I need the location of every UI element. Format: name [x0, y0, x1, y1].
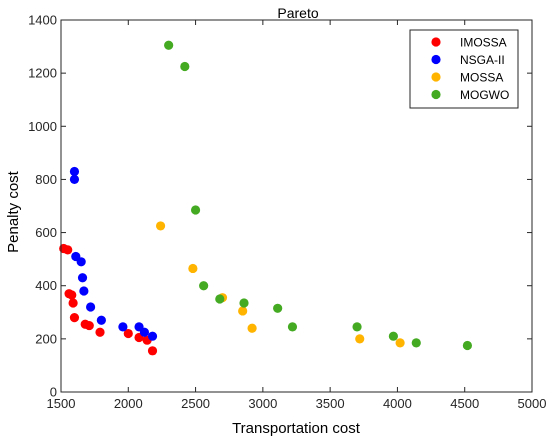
data-point-mossa: [355, 334, 365, 344]
series-mossa: [155, 221, 405, 348]
data-point-mogwo: [199, 281, 209, 291]
data-point-nsga-ii: [147, 331, 158, 341]
data-point-nsga-ii: [86, 302, 96, 312]
x-tick-label: 1500: [47, 396, 76, 411]
data-point-mogwo: [287, 322, 298, 332]
y-tick-label: 600: [35, 225, 57, 240]
data-point-nsga-ii: [79, 286, 89, 296]
data-point-imossa: [84, 320, 94, 331]
y-tick-label: 1000: [28, 119, 57, 134]
series-mogwo: [164, 40, 473, 351]
data-point-mogwo: [215, 294, 225, 304]
data-point-mogwo: [190, 205, 201, 215]
data-point-nsga-ii: [96, 315, 106, 325]
x-tick-label: 2500: [181, 396, 210, 411]
data-point-nsga-ii: [69, 174, 80, 185]
data-point-imossa: [67, 290, 77, 300]
chart-title: Pareto: [277, 5, 318, 21]
legend-label-mossa: MOSSA: [460, 71, 503, 85]
y-axis-title: Penalty cost: [5, 170, 22, 253]
data-point-nsga-ii: [139, 327, 150, 337]
plot-frame: [60, 19, 533, 393]
data-point-imossa: [68, 298, 78, 308]
data-point-mossa: [188, 263, 198, 274]
y-tick-label: 1400: [28, 13, 57, 28]
data-point-imossa: [123, 328, 133, 339]
data-point-mogwo: [411, 338, 421, 348]
data-point-mossa: [155, 221, 166, 231]
data-point-nsga-ii: [76, 257, 86, 267]
series-imossa: [59, 243, 158, 356]
y-tick-label: 0: [50, 385, 57, 400]
data-point-mogwo: [462, 340, 473, 351]
data-point-mogwo: [352, 322, 362, 332]
data-point-mossa: [395, 338, 405, 348]
legend: IMOSSA NSGA-II MOSSA MOGWO: [409, 29, 519, 109]
y-tick-label: 200: [35, 331, 57, 346]
data-point-mossa: [247, 323, 257, 333]
legend-label-mogwo: MOGWO: [460, 88, 509, 102]
x-tick-label: 5000: [518, 396, 547, 411]
legend-marker-mossa: [431, 72, 441, 82]
data-point-mogwo: [180, 61, 190, 72]
series-nsga-ii: [69, 166, 158, 341]
data-point-imossa: [69, 313, 80, 323]
data-point-mossa: [238, 306, 248, 316]
legend-marker-mogwo: [431, 89, 441, 100]
data-point-mogwo: [388, 331, 398, 341]
data-point-mogwo: [164, 40, 174, 50]
legend-marker-nsga-ii: [431, 54, 441, 65]
x-tick-label: 4000: [383, 396, 412, 411]
data-point-imossa: [147, 346, 158, 356]
data-point-nsga-ii: [77, 273, 88, 283]
y-tick-label: 400: [35, 278, 57, 293]
legend-marker-imossa: [431, 37, 441, 47]
data-point-nsga-ii: [118, 322, 128, 332]
y-tick-label: 1200: [28, 66, 57, 81]
x-tick-label: 3500: [316, 396, 345, 411]
plot-points: [59, 40, 473, 356]
legend-label-nsga-ii: NSGA-II: [460, 53, 505, 67]
x-axis-title: Transportation cost: [232, 420, 361, 437]
legend-box: [409, 29, 519, 109]
data-point-mogwo: [239, 298, 249, 308]
data-point-imossa: [63, 245, 73, 255]
data-point-nsga-ii: [69, 166, 80, 177]
legend-label-imossa: IMOSSA: [460, 36, 507, 50]
x-tick-label: 2000: [114, 396, 143, 411]
data-point-mogwo: [273, 303, 283, 313]
x-tick-label: 4500: [450, 396, 479, 411]
y-tick-label: 800: [35, 172, 57, 187]
axes: 1500 2000 2500 3000 3500 4000 4500 5000 0 200 400 6…: [28, 13, 546, 412]
x-tick-label: 3000: [248, 396, 277, 411]
data-point-imossa: [95, 327, 105, 337]
